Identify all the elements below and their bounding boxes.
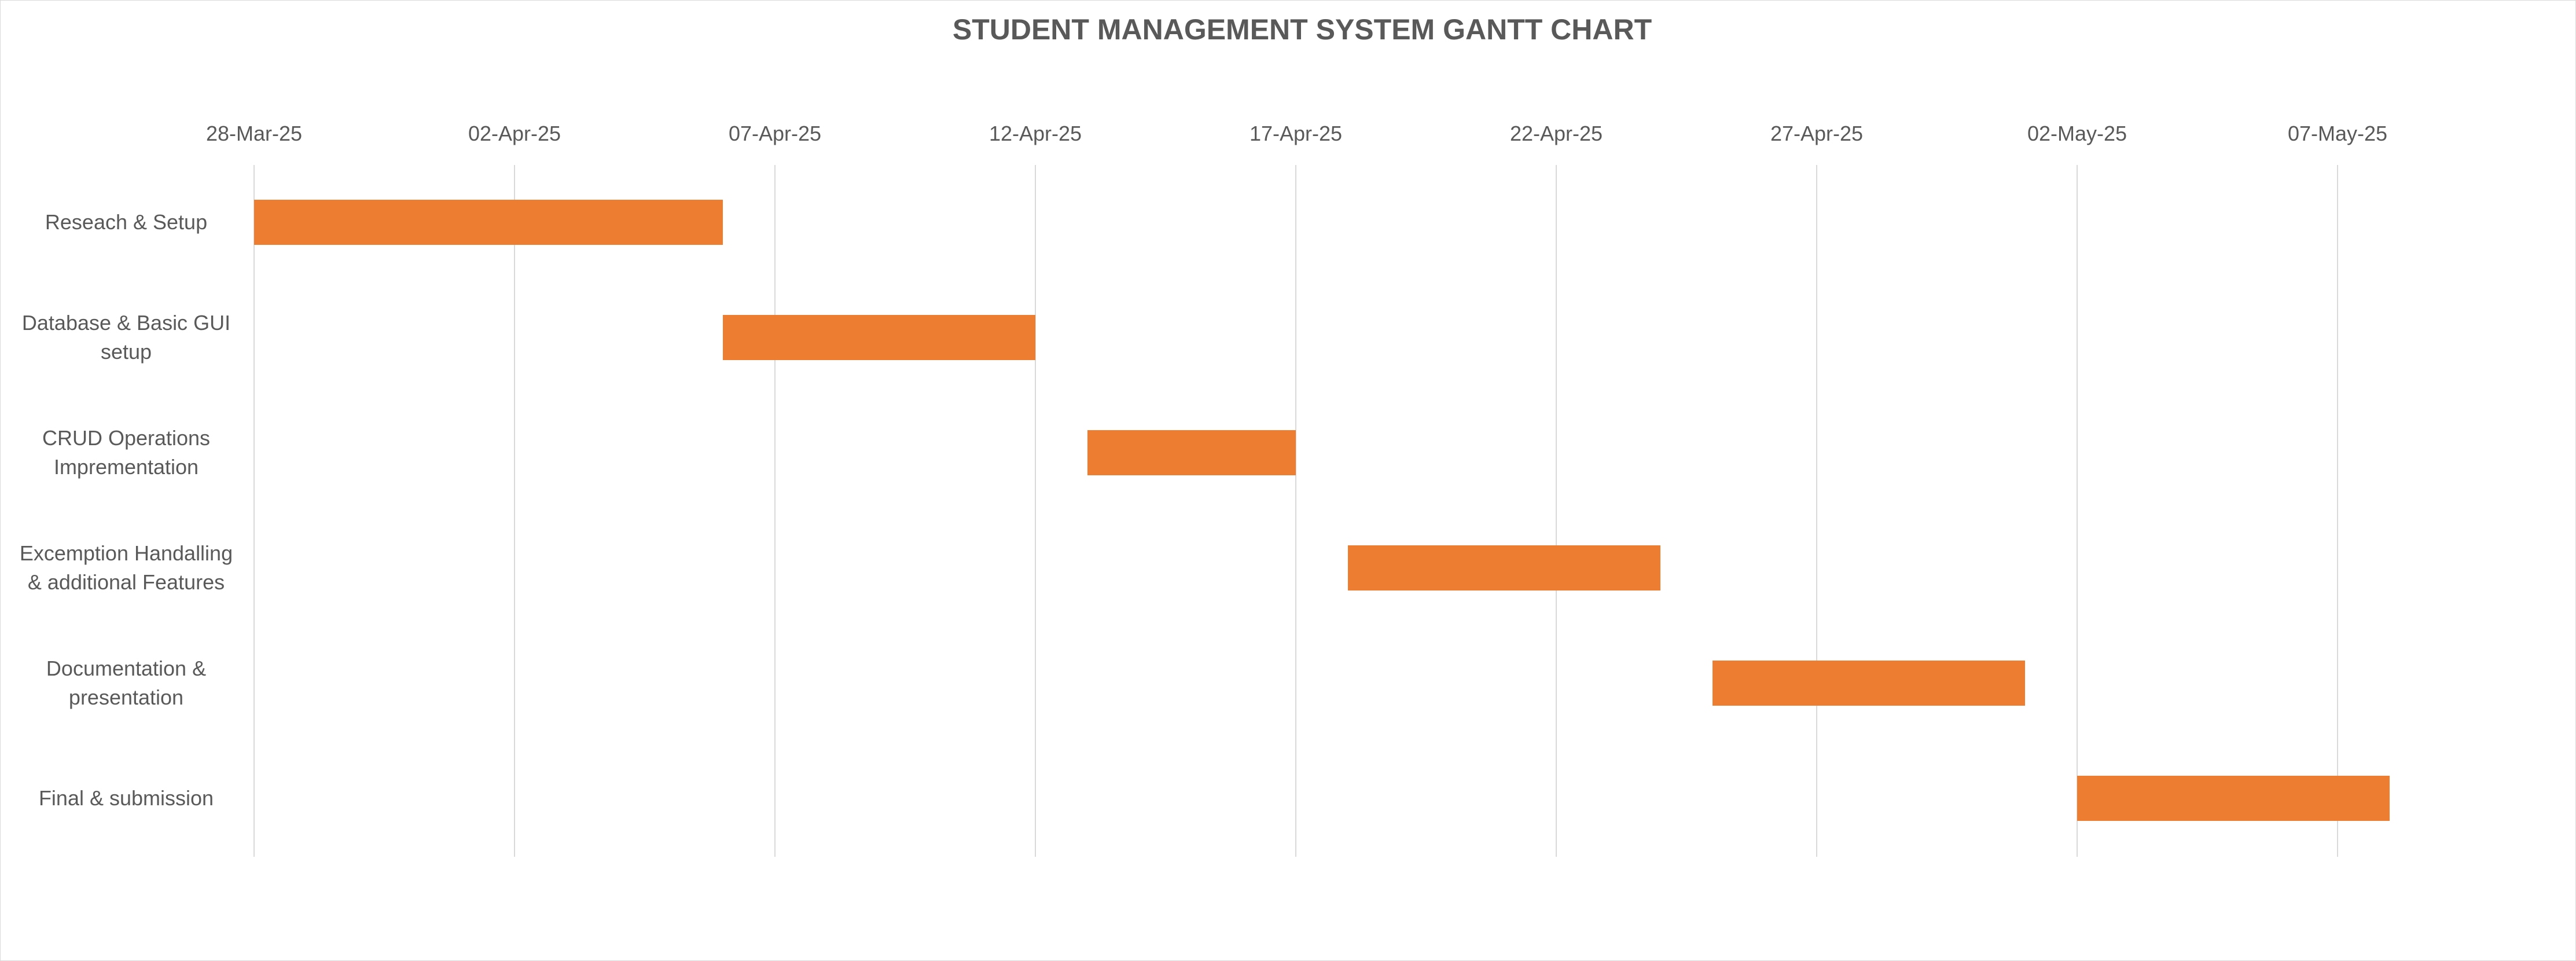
x-tick-label: 02-May-25 xyxy=(2027,122,2127,145)
task-label: Excemption Handalling xyxy=(20,541,233,565)
task-bar-5 xyxy=(2077,776,2390,821)
task-label: Imprementation xyxy=(54,455,199,479)
x-tick-label: 12-Apr-25 xyxy=(989,122,1082,145)
task-labels: Reseach & Setup Database & Basic GUI setup… xyxy=(20,210,233,810)
task-label: Database & Basic GUI xyxy=(22,311,230,335)
x-tick-label: 07-May-25 xyxy=(2288,122,2387,145)
x-tick-label: 27-Apr-25 xyxy=(1770,122,1863,145)
chart-title: STUDENT MANAGEMENT SYSTEM GANTT CHART xyxy=(953,13,1652,46)
task-bar-0 xyxy=(254,200,723,245)
x-tick-label: 02-Apr-25 xyxy=(468,122,561,145)
gridlines xyxy=(253,165,2338,857)
task-label: presentation xyxy=(69,685,183,709)
task-bar-1 xyxy=(723,315,1035,360)
task-label: CRUD Operations xyxy=(42,426,210,450)
task-bars xyxy=(254,200,2390,821)
task-bar-3 xyxy=(1348,545,1660,590)
task-label: setup xyxy=(101,340,152,364)
x-tick-label: 17-Apr-25 xyxy=(1250,122,1342,145)
task-label: & additional Features xyxy=(28,570,225,594)
task-label: Documentation & xyxy=(46,656,206,680)
x-tick-label: 07-Apr-25 xyxy=(729,122,821,145)
task-label: Final & submission xyxy=(39,786,214,810)
x-tick-label: 22-Apr-25 xyxy=(1510,122,1603,145)
x-axis-tick-labels: 28-Mar-25 02-Apr-25 07-Apr-25 12-Apr-25 17-A… xyxy=(206,122,2387,145)
x-tick-label: 28-Mar-25 xyxy=(206,122,302,145)
task-label: Reseach & Setup xyxy=(45,210,207,234)
task-bar-2 xyxy=(1087,430,1296,475)
task-bar-4 xyxy=(1713,661,2025,706)
